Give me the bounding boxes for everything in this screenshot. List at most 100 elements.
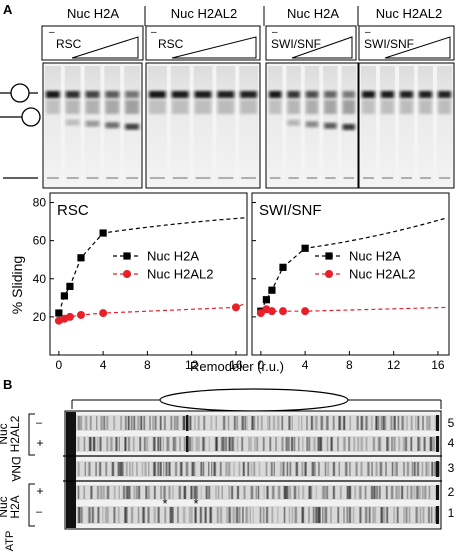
seq-band <box>407 462 409 476</box>
seq-band <box>401 416 404 430</box>
seq-band <box>324 462 327 476</box>
gel-band-slid <box>105 122 120 129</box>
seq-band <box>105 507 108 523</box>
seq-band <box>204 507 207 523</box>
svg-text:2: 2 <box>448 485 455 499</box>
gel-band-centered <box>381 91 394 98</box>
atp-label: ATP <box>4 531 16 552</box>
seq-band <box>291 507 293 523</box>
seq-band <box>401 486 404 499</box>
gel-smear <box>217 100 235 114</box>
seq-band <box>419 437 421 451</box>
seq-band <box>275 437 277 451</box>
seq-band <box>244 416 246 430</box>
seq-band <box>289 507 290 523</box>
seq-band <box>397 416 399 430</box>
chart-swisnf-sliding: 0 4 8 12 16 SWI/SNF Nuc H2A Nuc H2AL2 <box>251 192 450 372</box>
seq-band <box>107 507 109 523</box>
seq-band <box>184 437 186 451</box>
gel-lane <box>418 66 433 184</box>
seq-band <box>283 486 287 499</box>
seq-band <box>359 507 362 523</box>
gel-lane <box>268 66 283 184</box>
seq-band <box>138 486 140 499</box>
seq-band <box>365 486 367 499</box>
seq-band <box>375 462 378 476</box>
gel-smear <box>240 100 257 114</box>
gel-lane <box>380 66 395 184</box>
gel-lane <box>399 66 414 184</box>
seq-band <box>343 437 346 451</box>
seq-band <box>416 486 419 499</box>
chart-rsc-sliding: 0 4 8 12 16 20 40 60 80 RSC Nuc H2A Nuc H2AL2 <box>33 192 248 372</box>
seq-band <box>242 462 245 476</box>
svg-text:Nuc: Nuc <box>0 496 10 517</box>
gel-band-centered <box>217 91 235 98</box>
seq-band <box>226 507 228 523</box>
seq-band <box>216 507 219 523</box>
seq-band <box>89 437 92 451</box>
gel-header-1: Nuc H2A <box>67 6 119 21</box>
seq-band <box>231 437 234 451</box>
seq-band <box>254 416 255 430</box>
gel-band-free-dna <box>86 177 99 179</box>
seq-band <box>417 437 420 451</box>
seq-band <box>213 462 216 476</box>
seq-band <box>223 437 225 451</box>
svg-text:5: 5 <box>448 416 455 430</box>
seq-band <box>173 416 176 430</box>
seq-band <box>340 486 342 499</box>
gel-band-centered <box>149 91 166 98</box>
seq-band <box>428 416 431 430</box>
seq-band <box>373 486 376 499</box>
gel-lane <box>239 66 258 184</box>
titration-wedge <box>71 36 139 59</box>
seq-band <box>322 507 324 523</box>
seq-band <box>189 416 192 430</box>
seq-lane <box>76 506 440 524</box>
seq-band <box>118 486 120 499</box>
seq-band <box>142 462 143 476</box>
seq-band <box>236 416 238 430</box>
seq-band <box>120 416 122 430</box>
seq-band <box>333 486 335 499</box>
seq-band <box>403 462 405 476</box>
seq-band <box>368 507 371 523</box>
seq-band <box>396 507 399 523</box>
seq-band <box>160 486 162 499</box>
seq-band <box>306 416 308 430</box>
seq-band <box>288 416 291 430</box>
seq-band <box>277 507 279 523</box>
seq-band <box>152 416 154 430</box>
seq-band <box>386 486 388 499</box>
seq-band <box>257 416 259 430</box>
seq-band <box>183 486 186 499</box>
svg-text:–: – <box>272 27 278 38</box>
seq-band <box>403 507 405 523</box>
seq-band <box>354 486 356 499</box>
seq-band <box>200 462 202 476</box>
centered-nucleosome-icon <box>10 83 30 103</box>
seq-band <box>428 507 430 523</box>
end-nucleosome-icon <box>21 107 41 127</box>
seq-band <box>319 507 321 523</box>
gel-lane <box>148 66 167 184</box>
seq-band <box>223 416 226 430</box>
gel-band-centered <box>194 91 212 98</box>
seq-band <box>332 462 335 476</box>
gel-smear <box>305 100 319 114</box>
seq-band <box>228 486 231 499</box>
seq-band <box>139 437 141 451</box>
gel-band-free-dna <box>401 177 412 179</box>
seq-band <box>308 507 310 523</box>
gel-band-centered <box>342 91 355 98</box>
seq-band <box>88 462 91 476</box>
gel-band-centered <box>324 91 337 98</box>
seq-band <box>228 416 229 430</box>
seq-band <box>232 507 235 523</box>
seq-band <box>410 437 412 451</box>
seq-band <box>113 507 116 523</box>
seq-band <box>310 486 312 499</box>
seq-band <box>93 437 96 451</box>
legend-label: Nuc H2A <box>147 249 199 264</box>
